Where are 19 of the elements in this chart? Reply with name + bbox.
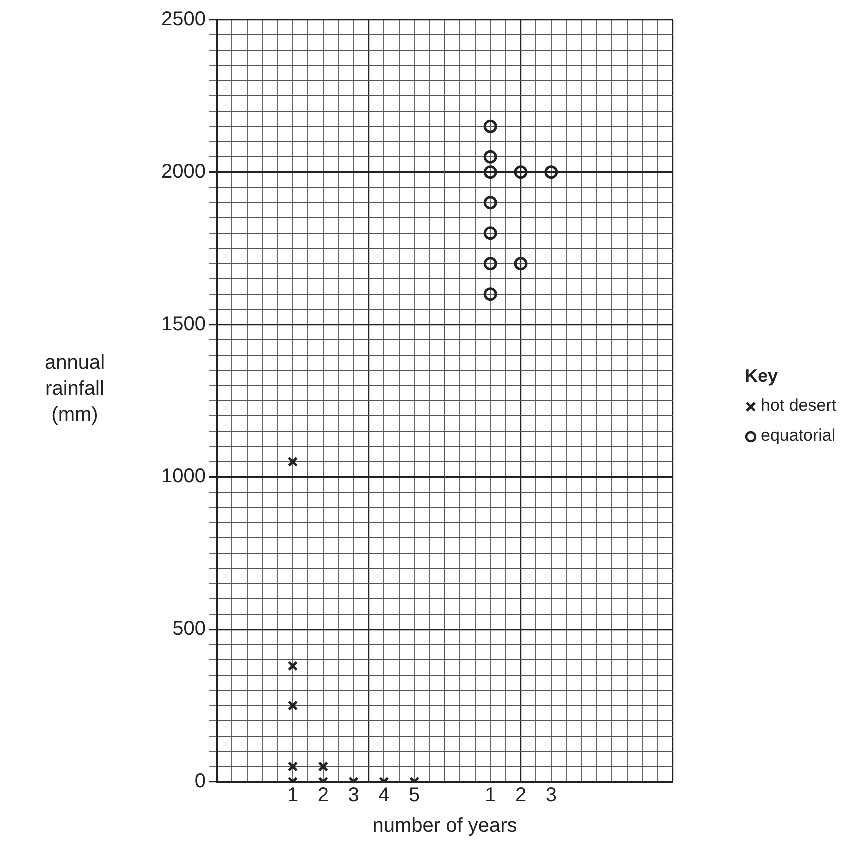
x-tick-label: 2 [318, 784, 329, 807]
x-tick-label: 1 [287, 784, 299, 807]
y-tick-label: 2500 [162, 8, 206, 31]
legend-label: equatorial [761, 426, 836, 445]
x-tick-label: 1 [485, 784, 496, 807]
y-tick-label: 0 [194, 770, 206, 793]
x-tick-label: 5 [409, 784, 420, 807]
y-axis-title: annual rainfall (mm) [44, 351, 106, 428]
y-tick-label: 2000 [162, 160, 206, 183]
x-tick-label: 3 [546, 784, 557, 807]
x-axis-title: number of years [372, 815, 518, 838]
y-tick-label: 1500 [162, 313, 206, 336]
x-tick-label: 3 [348, 784, 360, 807]
y-tick-label: 1000 [162, 466, 206, 488]
legend-label: hot desert [761, 396, 837, 415]
y-tick-label: 500 [172, 618, 206, 640]
x-tick-label: 2 [515, 784, 527, 807]
legend-title: Key [745, 365, 778, 388]
x-tick-label: 4 [378, 784, 390, 807]
